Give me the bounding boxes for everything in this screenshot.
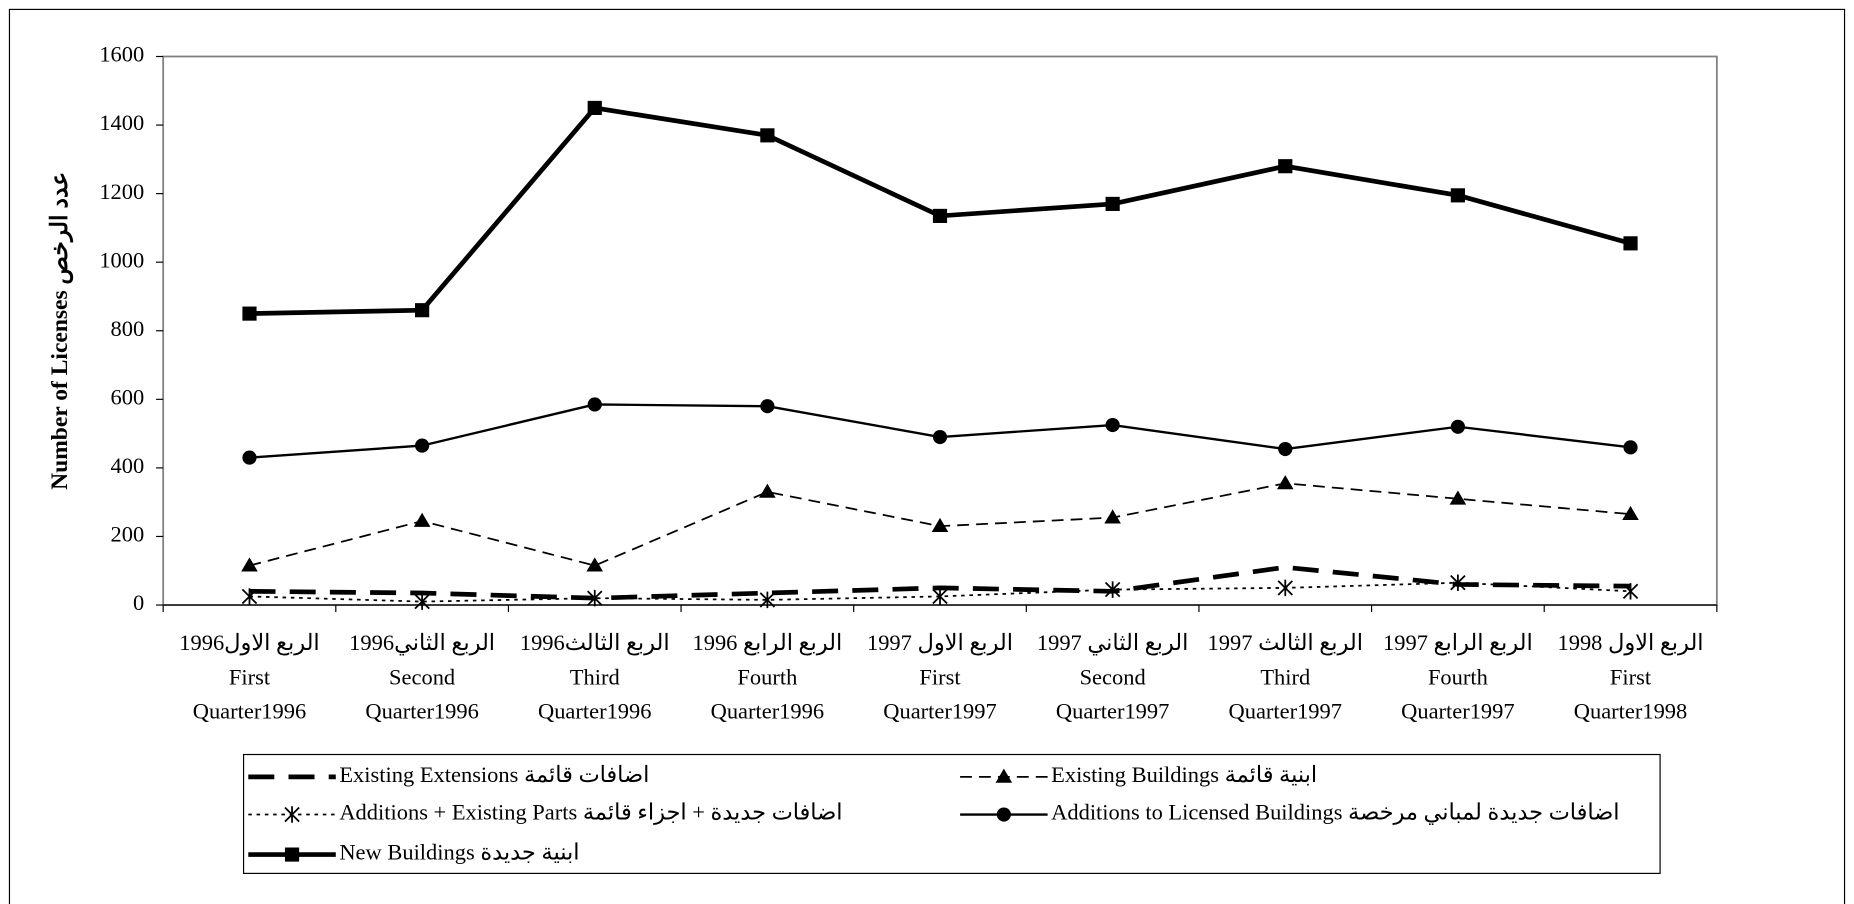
- marker: [996, 807, 1011, 822]
- marker: [241, 588, 258, 605]
- marker: [1623, 440, 1638, 455]
- legend-label: Additions + Existing Parts اضافات جديدة …: [339, 800, 842, 826]
- x-tick-label: الربع الثالث1996: [520, 630, 670, 656]
- x-tick-label: الربع الرابع 1997: [1383, 630, 1533, 656]
- marker: [760, 128, 775, 143]
- x-tick-label: First: [1610, 664, 1652, 689]
- x-tick-label: الربع الثاني1996: [349, 630, 495, 656]
- x-tick-label: الربع الثالث 1997: [1208, 630, 1363, 656]
- marker: [1277, 579, 1293, 597]
- x-tick-label: Quarter1996: [193, 698, 307, 723]
- legend-label: Existing Buildings ابنية قائمة: [1051, 762, 1317, 787]
- legend-label: New Buildings ابنية جديدة: [339, 840, 579, 865]
- marker: [242, 450, 257, 465]
- y-tick-label: 0: [133, 590, 144, 615]
- series-line: [249, 564, 1631, 601]
- y-tick-label: 400: [111, 453, 145, 478]
- marker: [759, 483, 776, 498]
- marker: [1104, 581, 1121, 598]
- y-tick-label: 1400: [99, 110, 144, 135]
- marker: [1105, 417, 1120, 433]
- marker: [1278, 159, 1293, 174]
- chart-frame: [8, 8, 1846, 904]
- marker: [932, 208, 948, 223]
- marker: [284, 847, 300, 862]
- x-tick-label: First: [229, 664, 271, 689]
- marker: [1623, 236, 1638, 251]
- marker: [995, 768, 1013, 783]
- y-tick-label: 200: [111, 522, 145, 547]
- x-tick-label: Second: [389, 664, 455, 689]
- x-tick-label: Quarter1996: [365, 698, 479, 723]
- x-tick-label: First: [919, 664, 961, 689]
- x-tick-label: Quarter1996: [538, 698, 652, 723]
- marker: [415, 438, 430, 453]
- y-tick-label: 1200: [99, 179, 144, 204]
- marker: [932, 429, 948, 445]
- marker: [415, 303, 430, 318]
- marker: [1622, 505, 1639, 521]
- x-tick-label: الربع الاول1996: [179, 630, 319, 656]
- x-tick-label: Fourth: [1428, 664, 1488, 689]
- marker: [1449, 490, 1467, 505]
- x-tick-label: Quarter1997: [1056, 698, 1170, 723]
- x-tick-label: Quarter1997: [1229, 698, 1343, 723]
- marker: [932, 588, 948, 605]
- marker: [1450, 419, 1465, 434]
- marker: [931, 517, 949, 533]
- marker: [284, 806, 300, 823]
- marker: [759, 591, 776, 609]
- marker: [587, 100, 602, 115]
- y-axis-label: Number of Licenses عدد الرخص: [47, 172, 74, 490]
- marker: [1450, 188, 1465, 203]
- y-tick-label: 600: [111, 384, 145, 409]
- marker: [586, 557, 604, 572]
- marker: [1450, 574, 1466, 591]
- x-tick-label: الربع الرابع 1996: [693, 630, 843, 656]
- x-tick-label: Quarter1997: [1401, 698, 1515, 723]
- x-tick-label: Third: [570, 664, 620, 689]
- marker: [1104, 509, 1121, 524]
- x-tick-label: Fourth: [737, 664, 797, 689]
- marker: [1278, 441, 1293, 457]
- marker: [242, 306, 257, 321]
- x-tick-label: Quarter1997: [883, 698, 997, 723]
- x-tick-label: Third: [1260, 664, 1310, 689]
- marker: [760, 399, 775, 414]
- y-tick-label: 1600: [99, 42, 144, 67]
- marker: [587, 589, 603, 607]
- marker: [414, 593, 430, 610]
- x-tick-label: Quarter1998: [1574, 698, 1688, 723]
- legend: [242, 753, 1661, 874]
- legend-label: Additions to Licensed Buildings اضافات ج…: [1051, 800, 1619, 826]
- marker: [587, 397, 602, 412]
- x-tick-label: الربع الاول 1998: [1558, 630, 1704, 656]
- series-line: [249, 581, 1631, 603]
- x-tick-label: الربع الثاني 1997: [1037, 630, 1188, 656]
- y-tick-label: 800: [111, 316, 145, 341]
- marker: [241, 557, 258, 572]
- marker: [1276, 475, 1294, 490]
- legend-label: Existing Extensions اضافات قائمة: [339, 762, 649, 787]
- x-tick-label: Quarter1996: [711, 698, 825, 723]
- x-tick-label: الربع الاول 1997: [867, 630, 1013, 656]
- marker: [1105, 196, 1120, 211]
- y-tick-label: 1000: [99, 247, 144, 272]
- x-tick-label: Second: [1080, 664, 1146, 689]
- marker: [1622, 583, 1639, 600]
- marker: [413, 512, 431, 527]
